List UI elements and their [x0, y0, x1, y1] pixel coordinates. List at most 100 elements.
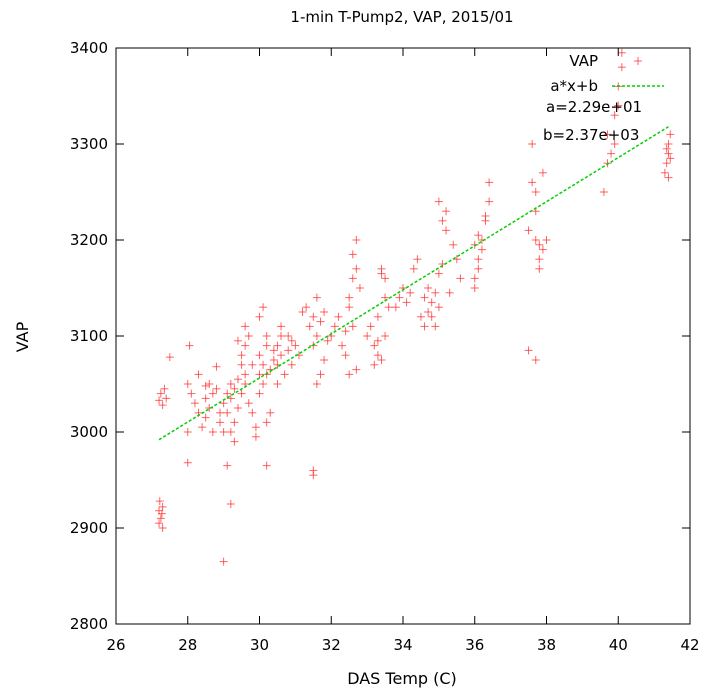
data-point [485, 197, 494, 206]
x-tick-label: 40 [609, 636, 628, 654]
data-point [226, 380, 235, 388]
data-point [666, 154, 675, 163]
x-tick-label: 42 [680, 636, 699, 654]
data-point [607, 149, 616, 158]
data-point [233, 404, 242, 412]
data-point [165, 353, 174, 362]
data-point [528, 178, 537, 187]
y-axis-label: VAP [13, 321, 32, 352]
data-point [370, 360, 379, 369]
data-point [338, 341, 347, 350]
data-point [156, 514, 165, 523]
annotation-a: a=2.29e+01 [546, 98, 642, 116]
data-point [201, 413, 210, 422]
data-point [531, 356, 540, 364]
data-point [456, 274, 465, 283]
data-point [348, 322, 357, 331]
data-point [348, 250, 357, 259]
x-tick-label: 34 [393, 636, 412, 654]
chart-title: 1-min T-Pump2, VAP, 2015/01 [290, 8, 513, 26]
data-point [251, 423, 260, 432]
data-point [262, 332, 271, 340]
data-point [262, 418, 271, 427]
x-tick-label: 36 [465, 636, 484, 654]
legend-marker-vap [634, 57, 642, 65]
data-point [312, 293, 321, 302]
data-point [183, 428, 192, 436]
data-point [355, 284, 364, 292]
data-point [259, 303, 268, 312]
data-point [363, 332, 372, 340]
data-point [190, 399, 199, 408]
data-point [395, 293, 404, 302]
data-point [660, 168, 669, 177]
data-point [259, 380, 268, 388]
x-tick-label: 28 [178, 636, 197, 654]
data-point [244, 399, 253, 408]
y-tick-label: 3200 [70, 231, 108, 249]
data-point [241, 322, 250, 331]
data-point [445, 288, 454, 297]
data-point [212, 384, 221, 393]
data-point [219, 428, 228, 436]
data-point [223, 389, 232, 398]
data-point [233, 375, 242, 384]
data-point [230, 384, 239, 393]
data-point [187, 389, 196, 398]
data-point [291, 341, 300, 350]
data-point [531, 236, 540, 244]
data-point [158, 524, 167, 532]
data-point [269, 346, 278, 355]
data-point [216, 418, 225, 427]
data-point [208, 389, 217, 398]
data-point [528, 140, 537, 148]
x-axis-label: DAS Temp (C) [347, 669, 457, 688]
data-point [381, 274, 390, 283]
data-point [309, 471, 318, 480]
data-point [420, 293, 429, 302]
data-point [610, 140, 619, 148]
data-point [273, 380, 282, 388]
data-point [524, 226, 533, 235]
data-point [158, 401, 167, 410]
y-axis: 2800 2900 3000 3100 3200 3300 3400 [70, 39, 690, 633]
data-point [424, 284, 433, 292]
data-point [320, 356, 329, 364]
data-point [413, 255, 422, 264]
data-point [155, 519, 164, 528]
data-point [535, 264, 544, 273]
data-point [373, 312, 382, 321]
data-point [255, 312, 264, 321]
x-tick-label: 32 [322, 636, 341, 654]
data-point [391, 303, 400, 312]
data-point [277, 332, 286, 340]
data-point [230, 418, 239, 427]
data-point [237, 389, 246, 398]
data-point [384, 303, 393, 312]
data-point [155, 497, 164, 506]
data-point [542, 236, 551, 244]
data-point [416, 312, 425, 321]
data-point [160, 384, 169, 393]
data-point [662, 144, 671, 153]
data-point [434, 197, 443, 206]
data-point [377, 269, 386, 278]
data-point [617, 63, 626, 72]
data-point [352, 264, 361, 273]
x-axis: 26 28 30 32 34 36 38 40 42 [106, 48, 700, 654]
data-point [237, 360, 246, 369]
data-point [664, 140, 673, 148]
data-point [255, 389, 264, 398]
data-point [345, 303, 354, 312]
data-point [427, 312, 436, 321]
data-point [345, 370, 354, 379]
data-point [205, 380, 214, 388]
data-point [201, 394, 210, 403]
data-point [201, 381, 210, 390]
data-point [183, 380, 192, 388]
legend: VAP a*x+b [550, 52, 664, 95]
data-point [312, 332, 321, 340]
data-point [266, 408, 275, 417]
data-point [485, 178, 494, 187]
